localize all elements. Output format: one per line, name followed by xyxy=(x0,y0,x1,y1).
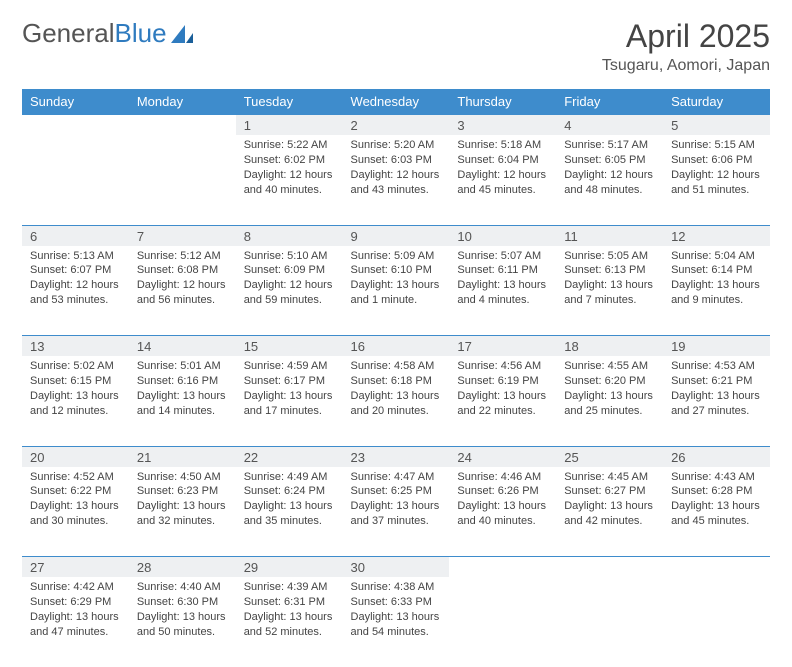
day-content-cell: Sunrise: 4:42 AMSunset: 6:29 PMDaylight:… xyxy=(22,577,129,667)
day-content-cell: Sunrise: 4:38 AMSunset: 6:33 PMDaylight:… xyxy=(343,577,450,667)
day-number-cell: 8 xyxy=(236,225,343,246)
day-content-cell: Sunrise: 5:13 AMSunset: 6:07 PMDaylight:… xyxy=(22,246,129,336)
day-number-cell: 28 xyxy=(129,557,236,578)
day-number-cell: 30 xyxy=(343,557,450,578)
day-content-cell: Sunrise: 4:56 AMSunset: 6:19 PMDaylight:… xyxy=(449,356,556,446)
day-content-cell: Sunrise: 5:18 AMSunset: 6:04 PMDaylight:… xyxy=(449,135,556,225)
empty-cell xyxy=(129,135,236,225)
day-number-cell: 22 xyxy=(236,446,343,467)
day-number-cell: 7 xyxy=(129,225,236,246)
day-number-row: 27282930 xyxy=(22,557,770,578)
day-number-row: 6789101112 xyxy=(22,225,770,246)
day-content-cell: Sunrise: 4:40 AMSunset: 6:30 PMDaylight:… xyxy=(129,577,236,667)
empty-cell xyxy=(663,577,770,667)
day-number-cell: 1 xyxy=(236,115,343,136)
day-content-cell: Sunrise: 5:15 AMSunset: 6:06 PMDaylight:… xyxy=(663,135,770,225)
day-number-cell: 21 xyxy=(129,446,236,467)
day-content-cell: Sunrise: 5:05 AMSunset: 6:13 PMDaylight:… xyxy=(556,246,663,336)
day-content-cell: Sunrise: 4:52 AMSunset: 6:22 PMDaylight:… xyxy=(22,467,129,557)
empty-cell xyxy=(22,115,129,136)
day-content-cell: Sunrise: 4:53 AMSunset: 6:21 PMDaylight:… xyxy=(663,356,770,446)
day-content-row: Sunrise: 4:42 AMSunset: 6:29 PMDaylight:… xyxy=(22,577,770,667)
weekday-header: Thursday xyxy=(449,89,556,115)
day-number-cell: 5 xyxy=(663,115,770,136)
empty-cell xyxy=(663,557,770,578)
day-number-cell: 15 xyxy=(236,336,343,357)
day-number-row: 20212223242526 xyxy=(22,446,770,467)
empty-cell xyxy=(556,577,663,667)
day-content-cell: Sunrise: 5:22 AMSunset: 6:02 PMDaylight:… xyxy=(236,135,343,225)
month-title: April 2025 xyxy=(602,18,770,55)
day-content-cell: Sunrise: 5:01 AMSunset: 6:16 PMDaylight:… xyxy=(129,356,236,446)
day-number-cell: 29 xyxy=(236,557,343,578)
day-content-cell: Sunrise: 4:39 AMSunset: 6:31 PMDaylight:… xyxy=(236,577,343,667)
day-content-cell: Sunrise: 4:55 AMSunset: 6:20 PMDaylight:… xyxy=(556,356,663,446)
brand-sail-icon xyxy=(169,23,195,45)
weekday-header: Friday xyxy=(556,89,663,115)
day-number-cell: 19 xyxy=(663,336,770,357)
day-number-cell: 6 xyxy=(22,225,129,246)
day-number-cell: 25 xyxy=(556,446,663,467)
calendar-table: SundayMondayTuesdayWednesdayThursdayFrid… xyxy=(22,89,770,667)
brand-word-2: Blue xyxy=(115,18,167,49)
day-content-cell: Sunrise: 4:58 AMSunset: 6:18 PMDaylight:… xyxy=(343,356,450,446)
day-content-cell: Sunrise: 4:59 AMSunset: 6:17 PMDaylight:… xyxy=(236,356,343,446)
location: Tsugaru, Aomori, Japan xyxy=(602,57,770,75)
day-content-cell: Sunrise: 5:12 AMSunset: 6:08 PMDaylight:… xyxy=(129,246,236,336)
day-number-cell: 10 xyxy=(449,225,556,246)
calendar-body: 12345Sunrise: 5:22 AMSunset: 6:02 PMDayl… xyxy=(22,115,770,667)
day-content-row: Sunrise: 5:02 AMSunset: 6:15 PMDaylight:… xyxy=(22,356,770,446)
day-number-row: 12345 xyxy=(22,115,770,136)
day-content-cell: Sunrise: 4:50 AMSunset: 6:23 PMDaylight:… xyxy=(129,467,236,557)
day-number-cell: 16 xyxy=(343,336,450,357)
empty-cell xyxy=(556,557,663,578)
day-content-cell: Sunrise: 5:09 AMSunset: 6:10 PMDaylight:… xyxy=(343,246,450,336)
day-number-cell: 27 xyxy=(22,557,129,578)
day-content-row: Sunrise: 5:22 AMSunset: 6:02 PMDaylight:… xyxy=(22,135,770,225)
day-number-cell: 23 xyxy=(343,446,450,467)
day-number-cell: 18 xyxy=(556,336,663,357)
day-number-cell: 24 xyxy=(449,446,556,467)
weekday-header: Monday xyxy=(129,89,236,115)
day-content-cell: Sunrise: 4:49 AMSunset: 6:24 PMDaylight:… xyxy=(236,467,343,557)
day-content-cell: Sunrise: 4:47 AMSunset: 6:25 PMDaylight:… xyxy=(343,467,450,557)
day-content-cell: Sunrise: 4:43 AMSunset: 6:28 PMDaylight:… xyxy=(663,467,770,557)
weekday-header: Saturday xyxy=(663,89,770,115)
day-content-cell: Sunrise: 4:46 AMSunset: 6:26 PMDaylight:… xyxy=(449,467,556,557)
day-content-cell: Sunrise: 4:45 AMSunset: 6:27 PMDaylight:… xyxy=(556,467,663,557)
weekday-header: Sunday xyxy=(22,89,129,115)
day-content-row: Sunrise: 4:52 AMSunset: 6:22 PMDaylight:… xyxy=(22,467,770,557)
day-number-cell: 26 xyxy=(663,446,770,467)
day-content-cell: Sunrise: 5:02 AMSunset: 6:15 PMDaylight:… xyxy=(22,356,129,446)
brand-logo: GeneralBlue xyxy=(22,18,195,49)
day-content-cell: Sunrise: 5:20 AMSunset: 6:03 PMDaylight:… xyxy=(343,135,450,225)
day-content-cell: Sunrise: 5:10 AMSunset: 6:09 PMDaylight:… xyxy=(236,246,343,336)
day-content-cell: Sunrise: 5:17 AMSunset: 6:05 PMDaylight:… xyxy=(556,135,663,225)
day-number-cell: 9 xyxy=(343,225,450,246)
brand-word-1: General xyxy=(22,18,115,49)
day-content-cell: Sunrise: 5:07 AMSunset: 6:11 PMDaylight:… xyxy=(449,246,556,336)
empty-cell xyxy=(22,135,129,225)
day-content-row: Sunrise: 5:13 AMSunset: 6:07 PMDaylight:… xyxy=(22,246,770,336)
day-content-cell: Sunrise: 5:04 AMSunset: 6:14 PMDaylight:… xyxy=(663,246,770,336)
weekday-header: Wednesday xyxy=(343,89,450,115)
empty-cell xyxy=(449,577,556,667)
day-number-row: 13141516171819 xyxy=(22,336,770,357)
day-number-cell: 14 xyxy=(129,336,236,357)
day-number-cell: 11 xyxy=(556,225,663,246)
day-number-cell: 3 xyxy=(449,115,556,136)
header: GeneralBlue April 2025 Tsugaru, Aomori, … xyxy=(22,18,770,75)
day-number-cell: 2 xyxy=(343,115,450,136)
empty-cell xyxy=(449,557,556,578)
title-block: April 2025 Tsugaru, Aomori, Japan xyxy=(602,18,770,75)
day-number-cell: 4 xyxy=(556,115,663,136)
weekday-header: Tuesday xyxy=(236,89,343,115)
empty-cell xyxy=(129,115,236,136)
day-number-cell: 20 xyxy=(22,446,129,467)
day-number-cell: 12 xyxy=(663,225,770,246)
day-number-cell: 17 xyxy=(449,336,556,357)
weekday-header-row: SundayMondayTuesdayWednesdayThursdayFrid… xyxy=(22,89,770,115)
day-number-cell: 13 xyxy=(22,336,129,357)
